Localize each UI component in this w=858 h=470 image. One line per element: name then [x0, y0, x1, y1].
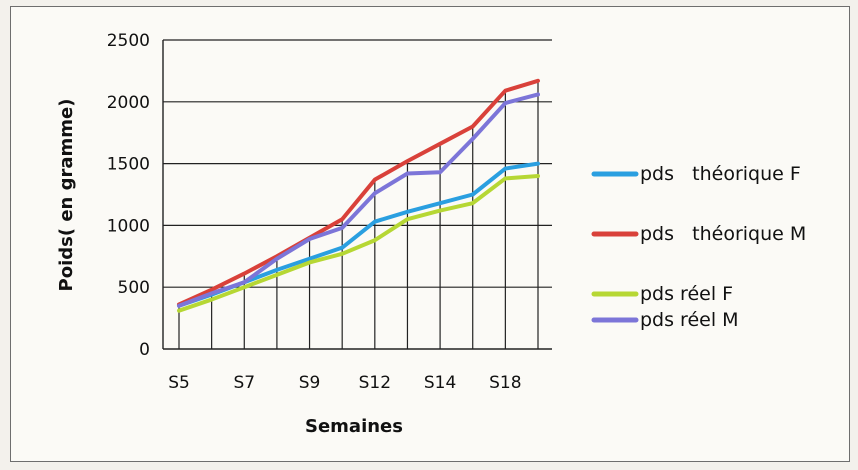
axes	[163, 40, 552, 349]
series-lines	[179, 81, 538, 311]
y-tick-label-2: 1000	[107, 216, 150, 236]
x-axis-title: Semaines	[305, 416, 403, 437]
y-tick-labels: 0 500 1000 1500 2000 2500	[107, 31, 150, 360]
y-tick-label-1: 500	[118, 278, 150, 298]
legend-label-2: pds réel F	[640, 283, 733, 305]
x-tick-label-0: S5	[168, 373, 190, 393]
x-tick-label-1: S7	[233, 373, 255, 393]
x-tick-label-2: S9	[299, 373, 321, 393]
x-tick-labels: S5 S7 S9 S12 S14 S18	[168, 373, 521, 393]
y-tick-label-4: 2000	[107, 93, 150, 113]
legend: pds théorique F pds théorique M pds réel F…	[594, 163, 806, 331]
y-tick-label-5: 2500	[107, 31, 150, 51]
legend-label-3: pds réel M	[640, 309, 739, 331]
x-tick-label-4: S14	[424, 373, 456, 393]
vertical-gridlines	[179, 81, 538, 349]
legend-label-0: pds théorique F	[640, 163, 801, 185]
series-line-2	[179, 176, 538, 311]
y-tick-label-0: 0	[139, 340, 150, 360]
horizontal-gridlines	[163, 40, 552, 287]
legend-label-1: pds théorique M	[640, 223, 806, 245]
x-tick-label-3: S12	[359, 373, 391, 393]
y-axis-title: Poids( en gramme)	[56, 99, 77, 292]
y-tick-label-3: 1500	[107, 155, 150, 175]
x-tick-label-5: S18	[489, 373, 521, 393]
